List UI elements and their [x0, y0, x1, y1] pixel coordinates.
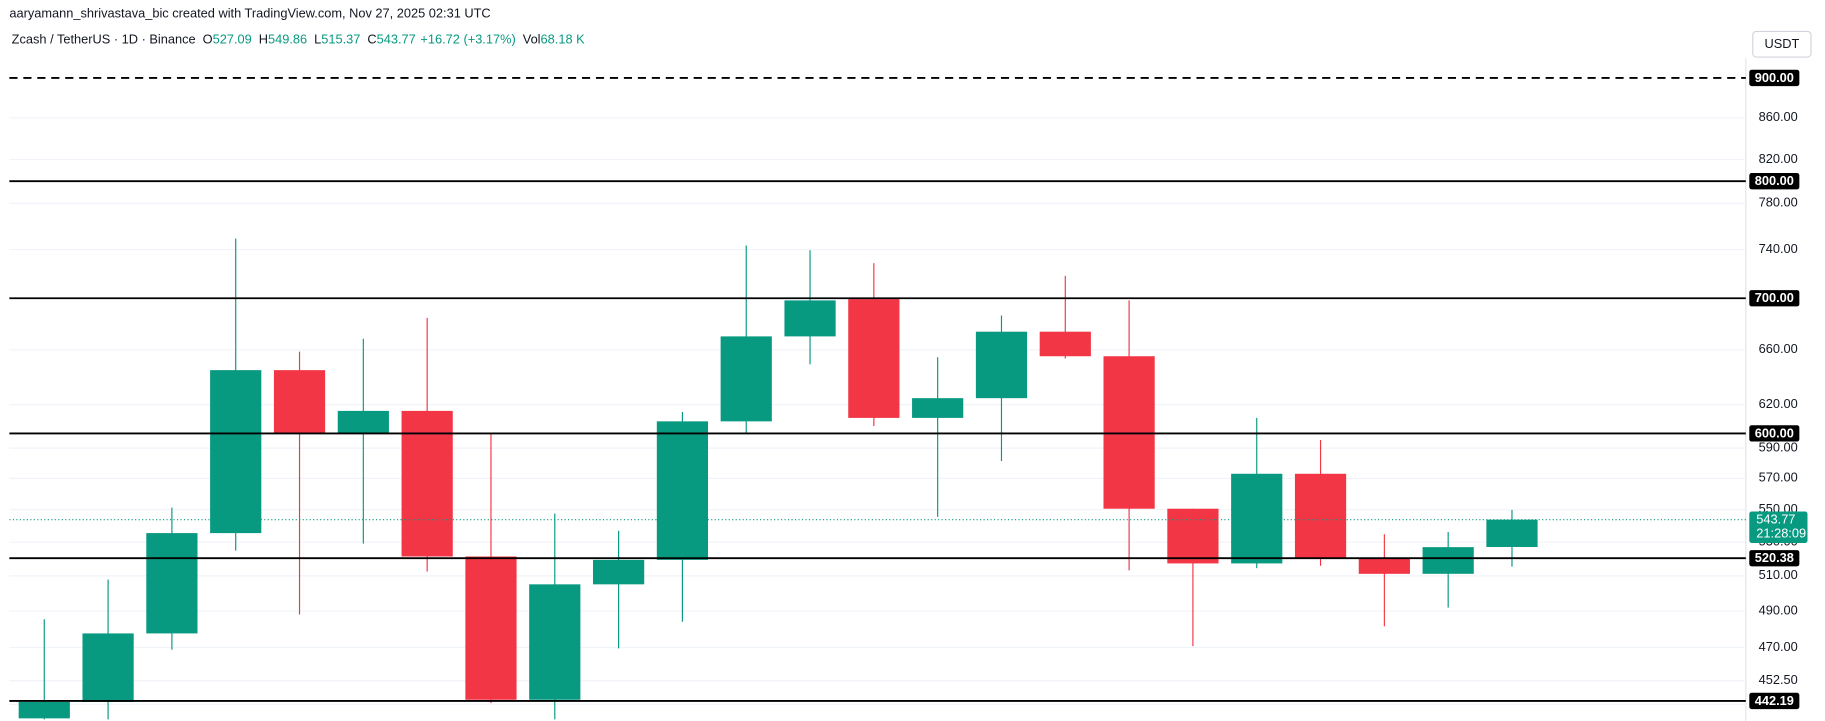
y-tick-label: 590.00 — [1759, 440, 1798, 455]
level-label-box — [1749, 692, 1800, 710]
y-tick-label: 452.50 — [1759, 672, 1798, 687]
last-price-label: 543.77 — [1756, 512, 1795, 527]
y-tick-label: 820.00 — [1759, 151, 1798, 166]
legend-value: 527.09 — [213, 32, 252, 47]
currency-box[interactable] — [1752, 30, 1812, 58]
legend-label: Vol — [523, 32, 541, 47]
candle-body — [465, 556, 517, 700]
candle-body — [1294, 473, 1347, 558]
level-label: 800.00 — [1755, 173, 1794, 188]
y-tick-label: 660.00 — [1759, 341, 1798, 356]
candle-body — [848, 299, 900, 418]
y-tick-label: 470.00 — [1759, 639, 1798, 654]
legend-change: +16.72 (+3.17%) — [420, 32, 515, 47]
level-label-box — [1749, 425, 1800, 442]
level-label-box — [1749, 550, 1800, 567]
y-tick-label: 570.00 — [1759, 470, 1798, 485]
legend-value: 515.37 — [321, 32, 360, 47]
level-label: 600.00 — [1755, 425, 1794, 440]
symbol: Zcash / TetherUS · 1D · Binance — [12, 32, 196, 47]
candle-body — [273, 370, 326, 433]
level-label-box — [1749, 290, 1800, 307]
level-label: 442.19 — [1755, 693, 1794, 708]
candle-body — [1358, 557, 1410, 574]
currency[interactable]: USDT — [1764, 36, 1799, 51]
candle-body — [592, 559, 645, 585]
legend-value: 549.86 — [268, 32, 307, 47]
legend-label: L — [314, 32, 321, 47]
y-tick-label: 510.00 — [1759, 567, 1798, 582]
candle-body — [975, 331, 1028, 399]
legend-volume: 68.18 K — [541, 32, 586, 47]
y-tick-label: 490.00 — [1759, 602, 1798, 617]
candle-body — [720, 336, 772, 422]
y-tick-label: 620.00 — [1759, 396, 1798, 411]
level-label-box — [1749, 69, 1800, 87]
candle-body — [1486, 519, 1538, 547]
y-tick-label: 860.00 — [1759, 109, 1798, 124]
candle-body — [146, 533, 198, 634]
legend-label: H — [259, 32, 268, 47]
legend-label: C — [367, 32, 376, 47]
candle-body — [656, 421, 709, 560]
candle-body — [1167, 508, 1219, 564]
author-line: aaryamann_shrivastava_bic created with T… — [9, 5, 490, 20]
level-label: 700.00 — [1755, 290, 1794, 305]
candle-body — [529, 584, 581, 700]
level-label-box — [1749, 173, 1800, 190]
legend-label: O — [203, 32, 213, 47]
level-label: 900.00 — [1755, 70, 1794, 85]
candle-body — [401, 410, 453, 557]
legend-value: 543.77 — [377, 32, 416, 47]
candle-body — [912, 398, 964, 418]
y-tick-label: 740.00 — [1759, 241, 1798, 256]
candle-body — [1231, 473, 1283, 564]
candle-body — [82, 633, 134, 702]
y-tick-label: 780.00 — [1759, 195, 1798, 210]
legend: Zcash / TetherUS · 1D · Binance O527.09 H5… — [12, 32, 585, 47]
level-label: 520.38 — [1755, 550, 1794, 565]
candle-body — [210, 370, 262, 534]
candle-body — [1039, 331, 1091, 357]
countdown: 21:28:09 — [1756, 526, 1806, 541]
candle-body — [337, 410, 389, 433]
candle-body — [18, 701, 70, 719]
candle-body — [784, 300, 836, 337]
candle-body — [1422, 547, 1474, 574]
last-price-box — [1749, 511, 1808, 543]
